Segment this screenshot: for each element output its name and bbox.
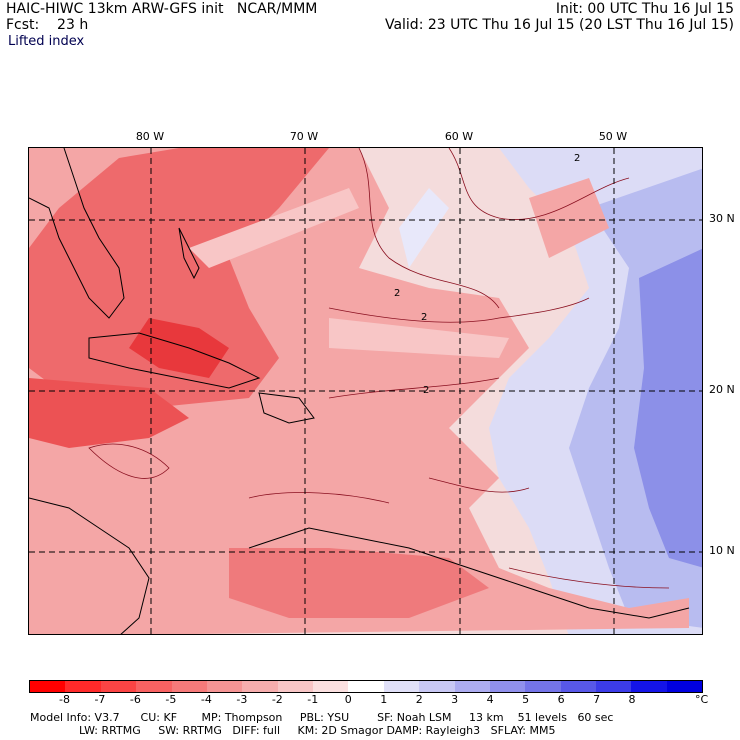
- coastlines: [29, 148, 690, 634]
- valid-time: Valid: 23 UTC Thu 16 Jul 15 (20 LST Thu …: [384, 17, 734, 33]
- legend-tick-label: 5: [522, 693, 530, 706]
- field-streak-2: [329, 318, 509, 358]
- legend-swatch: [525, 681, 561, 692]
- contour-line: [508, 567, 670, 589]
- legend-swatch: [65, 681, 101, 692]
- map-svg: 2 2 2 2: [29, 148, 702, 634]
- field-streak-1: [189, 188, 359, 268]
- contour-line: [448, 148, 630, 220]
- contour-line: [428, 477, 530, 493]
- legend-swatch: [206, 681, 243, 692]
- model-info-line-1: Model Info: V3.7 CU: KF MP: Thompson PBL…: [30, 711, 614, 724]
- contour-label: 2: [423, 385, 429, 396]
- legend-tick-label: -4: [200, 693, 212, 706]
- legend-tick-label: -6: [129, 693, 141, 706]
- lat-label-10n: 10 N: [709, 544, 735, 557]
- contour-line: [328, 377, 500, 399]
- contour-label: 2: [574, 153, 580, 164]
- contour-line: [88, 443, 170, 479]
- legend-tick-label: 0: [344, 693, 352, 706]
- central-america-coast: [29, 497, 150, 634]
- legend-swatch: [454, 681, 490, 692]
- legend-tick-label: -7: [94, 693, 106, 706]
- legend-tick-label: -3: [236, 693, 248, 706]
- lat-label-20n: 20 N: [709, 383, 735, 396]
- field-streak-3: [399, 188, 449, 268]
- field-south-negative: [229, 548, 489, 618]
- lat-label-30n: 30 N: [709, 212, 735, 225]
- forecast-hour: Fcst: 23 h: [6, 17, 89, 33]
- model-info-line-2: LW: RRTMG SW: RRTMG DIFF: full KM: 2D Sm…: [30, 724, 556, 737]
- bahamas-coast: [178, 227, 200, 280]
- field-caribbean-negative: [29, 378, 189, 448]
- lifted-index-map: 2 2 2 2: [28, 147, 703, 635]
- legend-swatch: [30, 681, 66, 692]
- hispaniola-coast: [258, 392, 315, 424]
- legend-swatch: [419, 681, 455, 692]
- latlon-grid: [29, 148, 702, 634]
- florida-coast: [29, 148, 125, 319]
- legend-swatch: [348, 681, 384, 692]
- south-america-coast: [248, 527, 690, 619]
- legend-swatch: [383, 681, 420, 692]
- legend-swatch: [100, 681, 137, 692]
- legend-swatch: [136, 681, 172, 692]
- field-strong-negative: [29, 148, 329, 408]
- model-title: HAIC-HIWC 13km ARW-GFS init NCAR/MMM: [6, 1, 318, 17]
- legend-tick-label: -2: [271, 693, 283, 706]
- legend-swatch: [277, 681, 313, 692]
- legend-swatch: [560, 681, 596, 692]
- legend-tick-label: -5: [165, 693, 177, 706]
- legend-tick-label: 2: [415, 693, 423, 706]
- field-core-negative: [129, 318, 229, 378]
- lon-label-50w: 50 W: [598, 130, 628, 143]
- li-contours: [88, 148, 670, 589]
- contour-label: 2: [394, 288, 400, 299]
- lon-label-80w: 80 W: [135, 130, 165, 143]
- field-strong-positive: [634, 248, 702, 568]
- color-scale-legend: [29, 680, 703, 693]
- legend-swatch: [313, 681, 349, 692]
- legend-tick-label: 7: [593, 693, 601, 706]
- legend-unit: °C: [695, 693, 709, 706]
- lon-label-70w: 70 W: [289, 130, 319, 143]
- legend-swatch: [171, 681, 207, 692]
- legend-swatch: [631, 681, 667, 692]
- field-streak-4: [529, 178, 609, 258]
- legend-swatch: [489, 681, 526, 692]
- contour-line: [328, 297, 590, 323]
- legend-tick-label: 4: [486, 693, 494, 706]
- lon-label-60w: 60 W: [444, 130, 474, 143]
- legend-tick-label: -8: [58, 693, 70, 706]
- legend-swatch: [596, 681, 632, 692]
- legend-tick-label: 1: [380, 693, 388, 706]
- contour-line: [248, 492, 390, 504]
- legend-tick-label: 3: [451, 693, 459, 706]
- legend-tick-label: 8: [628, 693, 636, 706]
- contour-label: 2: [421, 312, 427, 323]
- init-time: Init: 00 UTC Thu 16 Jul 15: [555, 1, 734, 17]
- field-name: Lifted index: [8, 34, 85, 49]
- contour-line: [358, 148, 500, 309]
- legend-swatch: [242, 681, 278, 692]
- legend-swatch: [666, 681, 703, 692]
- legend-tick-label: -1: [307, 693, 319, 706]
- legend-tick-label: 6: [557, 693, 565, 706]
- cuba-coast: [88, 332, 261, 389]
- contour-labels: 2 2 2 2: [394, 153, 580, 396]
